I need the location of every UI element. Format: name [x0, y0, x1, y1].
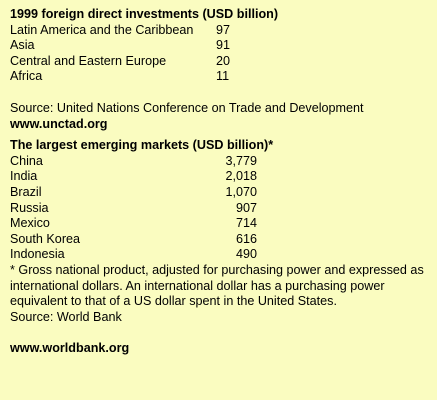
country-label: China	[10, 153, 43, 168]
country-value: 490	[235, 247, 257, 262]
fdi-region-value: 91	[216, 38, 231, 53]
country-value: 3,779	[225, 153, 257, 168]
table-row: Latin America and the Caribbean 97	[10, 23, 437, 39]
fdi-region-label: Latin America and the Caribbean	[10, 22, 194, 37]
country-label: Brazil	[10, 184, 42, 199]
fdi-region-value: 11	[216, 69, 230, 84]
fdi-region-value: 20	[216, 53, 231, 68]
table-row: Brazil 1,070	[10, 185, 437, 201]
fdi-region-label: Africa	[10, 69, 43, 84]
country-label: Russia	[10, 200, 49, 215]
country-label: Mexico	[10, 216, 50, 231]
fdi-region-label: Central and Eastern Europe	[10, 53, 167, 68]
table-row: Mexico 714	[10, 216, 437, 232]
markets-table: China 3,779 India 2,018 Brazil 1,070 Rus…	[10, 154, 437, 263]
footnote: * Gross national product, adjusted for p…	[10, 262, 424, 309]
table-row: India 2,018	[10, 169, 437, 185]
fdi-region-label: Asia	[10, 38, 35, 53]
country-value: 2,018	[225, 169, 257, 184]
country-value: 1,070	[225, 184, 257, 199]
fdi-source: Source: United Nations Conference on Tra…	[10, 100, 364, 115]
country-label: India	[10, 169, 38, 184]
fdi-table: Latin America and the Caribbean 97 Asia …	[10, 23, 437, 85]
table-row: Africa 11	[10, 69, 437, 85]
country-value: 714	[235, 216, 257, 231]
table-row: South Korea 616	[10, 232, 437, 248]
table-row: Indonesia 490	[10, 247, 437, 263]
markets-source: Source: World Bank	[10, 309, 122, 324]
fdi-heading: 1999 foreign direct investments (USD bil…	[10, 7, 279, 21]
table-row: China 3,779	[10, 154, 437, 170]
fdi-url-link[interactable]: www.unctad.org	[10, 116, 108, 131]
country-value: 616	[235, 231, 257, 246]
table-row: Asia 91	[10, 38, 437, 54]
country-label: South Korea	[10, 231, 81, 246]
fdi-region-value: 97	[216, 22, 231, 37]
country-label: Indonesia	[10, 247, 65, 262]
markets-heading: The largest emerging markets (USD billio…	[10, 138, 274, 153]
table-row: Russia 907	[10, 201, 437, 217]
table-row: Central and Eastern Europe 20	[10, 54, 437, 70]
country-value: 907	[235, 200, 257, 215]
worldbank-url-link[interactable]: www.worldbank.org	[10, 341, 130, 356]
